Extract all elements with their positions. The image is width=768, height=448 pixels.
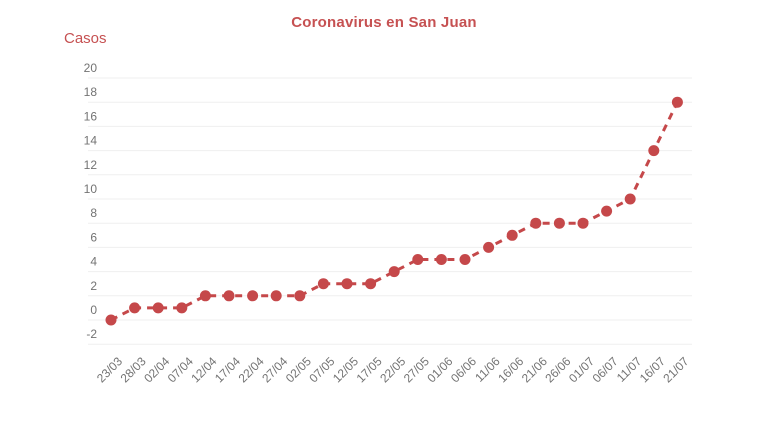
x-tick-label: 17/04 (212, 354, 243, 385)
y-tick-label: 12 (84, 158, 98, 172)
data-point (294, 290, 306, 302)
data-point (247, 290, 259, 302)
chart-title: Coronavirus en San Juan (291, 14, 477, 31)
x-tick-label: 16/07 (637, 354, 668, 385)
x-tick-label: 17/05 (354, 354, 385, 385)
data-point (341, 278, 353, 290)
x-tick-label: 26/06 (542, 354, 573, 385)
x-tick-label: 11/07 (614, 354, 645, 385)
x-tick-label: 22/04 (236, 354, 267, 385)
y-tick-label: 2 (90, 279, 97, 293)
y-tick-label: 6 (90, 230, 97, 244)
x-tick-label: 21/07 (660, 354, 691, 385)
data-point (105, 314, 117, 326)
x-tick-label: 01/06 (424, 354, 455, 385)
x-tick-label: 27/04 (259, 354, 290, 385)
y-axis-title: Casos (64, 30, 107, 47)
y-tick-label: 18 (84, 85, 98, 99)
data-point (553, 217, 565, 229)
x-tick-label: 02/05 (283, 354, 314, 385)
data-point (483, 241, 495, 253)
x-tick-label: 12/04 (188, 354, 219, 385)
x-tick-label: 07/05 (306, 354, 337, 385)
data-point (459, 254, 471, 265)
x-tick-label: 21/06 (519, 354, 550, 385)
y-tick-label: 0 (90, 303, 97, 317)
y-tick-label: 10 (84, 182, 98, 196)
y-tick-label: 14 (84, 134, 98, 148)
data-point (648, 145, 660, 157)
data-point (152, 302, 164, 314)
data-point (435, 254, 447, 265)
x-tick-label: 23/03 (94, 354, 125, 385)
data-point (506, 229, 518, 241)
data-line (110, 101, 679, 322)
y-tick-label: 20 (84, 61, 98, 75)
data-point (388, 266, 400, 278)
data-point (577, 217, 589, 229)
x-tick-label: 01/07 (566, 354, 597, 385)
x-tick-label: 27/05 (401, 354, 432, 385)
data-point (176, 302, 188, 314)
data-point (317, 278, 329, 290)
y-tick-label: 4 (90, 255, 97, 269)
data-point (601, 205, 613, 217)
data-point (223, 290, 235, 302)
x-tick-label: 07/04 (165, 354, 196, 385)
data-point (671, 96, 683, 108)
x-tick-label: 12/05 (330, 354, 361, 385)
data-point (530, 217, 542, 229)
x-tick-label: 11/06 (472, 354, 503, 385)
x-tick-label: 16/06 (495, 354, 526, 385)
data-point (624, 193, 636, 205)
y-tick-label: 8 (90, 206, 97, 220)
data-point (412, 254, 424, 265)
data-point (129, 302, 141, 314)
x-tick-label: 02/04 (141, 354, 172, 385)
x-tick-label: 06/06 (448, 354, 479, 385)
data-point (199, 290, 211, 302)
y-tick-label: 16 (84, 109, 98, 123)
data-point (365, 278, 377, 290)
x-tick-label: 28/03 (118, 354, 149, 385)
x-tick-label: 22/05 (377, 354, 408, 385)
data-point (270, 290, 282, 302)
y-tick-label: -2 (86, 327, 97, 341)
x-tick-label: 06/07 (590, 354, 621, 385)
